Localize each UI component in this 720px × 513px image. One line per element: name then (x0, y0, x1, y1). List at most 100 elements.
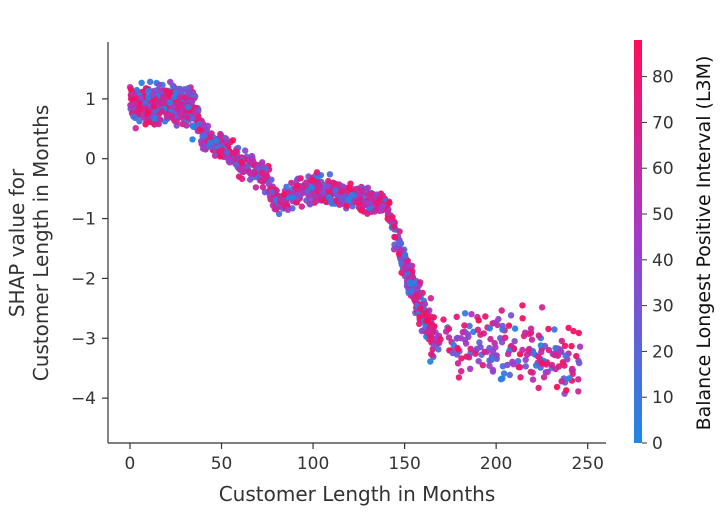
scatter-point (390, 223, 398, 230)
scatter-point (477, 344, 484, 351)
scatter-point (482, 313, 489, 320)
scatter-point (326, 171, 334, 178)
scatter-point (170, 93, 178, 101)
scatter-point (190, 123, 197, 131)
scatter-point (467, 345, 474, 352)
scatter-point (411, 296, 418, 303)
x-axis-ticks: 0 50 100 150 200 250 (125, 443, 604, 474)
x-tick-label: 200 (480, 454, 512, 474)
scatter-point (475, 358, 482, 365)
scatter-point (356, 195, 364, 203)
scatter-point (514, 358, 522, 365)
scatter-point (472, 350, 479, 357)
scatter-point (165, 92, 172, 99)
scatter-point (558, 378, 565, 385)
scatter-point (330, 179, 337, 187)
scatter-point (149, 91, 156, 99)
scatter-point (428, 350, 435, 358)
scatter-point (545, 325, 552, 333)
scatter-point (345, 195, 352, 203)
scatter-point (487, 335, 494, 343)
scatter-point (396, 228, 403, 235)
scatter-point (173, 118, 180, 125)
colorbar-tick-label: 40 (652, 251, 674, 271)
scatter-point (206, 139, 214, 146)
scatter-point (500, 370, 508, 377)
scatter-point (144, 109, 152, 116)
scatter-point (505, 322, 513, 329)
scatter-point (403, 266, 410, 273)
scatter-point (504, 350, 512, 358)
scatter-point (163, 113, 171, 120)
scatter-point (475, 317, 482, 324)
scatter-point (558, 348, 565, 355)
scatter-point (364, 184, 372, 191)
colorbar-tick-label: 20 (652, 342, 674, 362)
scatter-point (157, 116, 164, 123)
data-points (126, 78, 584, 397)
scatter-point (337, 196, 345, 203)
scatter-point (486, 344, 493, 352)
scatter-point (138, 79, 145, 87)
scatter-point (184, 85, 192, 92)
scatter-point (284, 206, 292, 213)
scatter-point (229, 137, 237, 144)
scatter-point (575, 376, 582, 383)
scatter-point (486, 362, 493, 369)
scatter-point (479, 362, 486, 369)
scatter-point (528, 336, 536, 343)
scatter-point (498, 339, 506, 346)
scatter-point (565, 324, 572, 332)
scatter-point (527, 325, 535, 332)
x-tick-label: 150 (388, 454, 420, 474)
colorbar (634, 40, 642, 443)
scatter-point (251, 169, 258, 176)
scatter-point (424, 317, 432, 324)
scatter-point (242, 147, 249, 154)
scatter-point (364, 210, 371, 217)
scatter-point (195, 115, 202, 123)
colorbar-tick-label: 0 (652, 434, 663, 454)
scatter-point (378, 204, 385, 211)
scatter-point (158, 108, 165, 115)
scatter-point (563, 387, 570, 394)
scatter-point (358, 207, 365, 214)
scatter-point (489, 368, 497, 375)
scatter-point (427, 333, 434, 340)
scatter-point (430, 342, 437, 349)
scatter-point (551, 326, 558, 333)
scatter-point (338, 188, 346, 195)
scatter-point (127, 86, 135, 93)
scatter-point (136, 118, 143, 125)
scatter-point (440, 316, 447, 323)
scatter-point (189, 115, 196, 122)
scatter-point (459, 329, 466, 336)
scatter-point (217, 131, 225, 139)
colorbar-tick-label: 10 (652, 388, 674, 408)
scatter-point (376, 195, 383, 202)
scatter-point (373, 206, 380, 213)
scatter-point (200, 143, 208, 151)
scatter-point (191, 109, 199, 117)
scatter-point (510, 361, 517, 368)
scatter-point (280, 191, 287, 199)
scatter-point (386, 199, 393, 207)
y-tick-label: 1 (85, 90, 96, 110)
scatter-point (406, 274, 413, 281)
scatter-point (325, 177, 332, 185)
scatter-point (466, 322, 473, 330)
scatter-point (289, 194, 296, 201)
scatter-point (495, 315, 502, 323)
scatter-point (396, 240, 404, 247)
scatter-point (519, 346, 526, 354)
scatter-point (384, 208, 391, 215)
scatter-point (493, 352, 500, 359)
scatter-point (223, 149, 231, 156)
scatter-point (238, 158, 245, 165)
scatter-point (465, 333, 472, 340)
scatter-point (529, 376, 537, 383)
scatter-point (391, 234, 398, 241)
colorbar-label: Balance Longest Positive Interval (L3M) (693, 56, 715, 431)
scatter-point (474, 326, 482, 333)
scatter-point (303, 179, 310, 186)
